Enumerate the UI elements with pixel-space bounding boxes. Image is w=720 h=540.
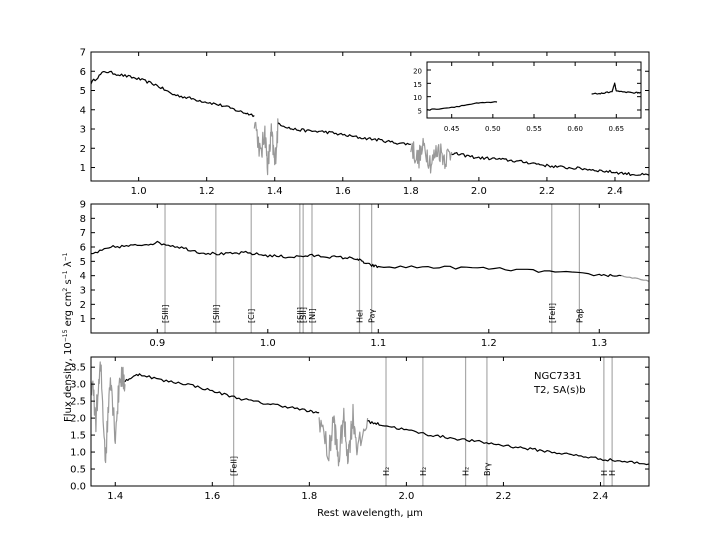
x-tick-label: 1.2 [481, 338, 497, 349]
y-tick-label: 0.0 [70, 482, 86, 493]
y-tick-label: 8 [80, 214, 86, 225]
spectrum-series-2 [318, 403, 369, 467]
x-tick-label: 1.6 [335, 186, 351, 197]
y-tick-label: 20 [413, 68, 422, 76]
x-tick-label: 0.45 [444, 125, 460, 133]
x-tick-label: 2.4 [607, 186, 623, 197]
top-axes-frame [90, 51, 650, 182]
spectral-line-label: H [608, 470, 617, 476]
spectrum-series-0 [90, 70, 255, 118]
x-tick-label: 1.4 [267, 186, 283, 197]
middle-axes-frame [90, 203, 650, 334]
spectrum-series-1 [253, 118, 279, 176]
x-tick-label: 1.4 [107, 491, 123, 502]
x-tick-label: 1.3 [591, 338, 607, 349]
x-tick-label: 2.4 [593, 491, 609, 502]
y-tick-label: 3.0 [70, 380, 86, 391]
y-tick-label: 3 [80, 125, 86, 136]
galaxy-type: T2, SA(s)b [533, 385, 586, 396]
y-tick-label: 3.5 [70, 363, 86, 374]
y-tick-label: 2.5 [70, 397, 86, 408]
x-tick-label: 0.65 [609, 125, 625, 133]
x-axis-label: Rest wavelength, μm [317, 508, 423, 519]
y-tick-label: 1 [80, 163, 86, 174]
spectral-line-label: Paγ [368, 309, 377, 323]
x-tick-label: 0.50 [485, 125, 501, 133]
spectrum-series-0 [90, 361, 126, 464]
spectrum-series-2 [277, 122, 411, 146]
spectrum-series-3 [367, 420, 650, 466]
y-tick-label: 15 [413, 81, 422, 89]
spectral-line-label: Brγ [483, 462, 492, 476]
spectral-line-label: H₂ [382, 467, 391, 476]
x-tick-label: 1.8 [403, 186, 419, 197]
x-tick-label: 1.6 [204, 491, 220, 502]
spectral-line-label: [SII] [296, 307, 305, 323]
spectral-line-label: [CI] [247, 309, 256, 323]
spectrum-series-0 [90, 240, 622, 278]
x-tick-label: 1.2 [199, 186, 215, 197]
y-tick-label: 2 [80, 300, 86, 311]
spectral-line-label: H₂ [419, 467, 428, 476]
x-tick-label: 2.2 [539, 186, 555, 197]
x-tick-label: 0.55 [526, 125, 542, 133]
y-tick-label: 10 [413, 94, 422, 102]
y-tick-label: 0.5 [70, 465, 86, 476]
x-tick-label: 1.1 [370, 338, 386, 349]
panel-top: 1.0 1.2 1.4 1.6 1.8 2.0 2.2 2.4 1 2 3 4 5 6 7 0.45 0.50… [80, 48, 650, 197]
inset-panel: 0.45 0.50 0.55 0.60 0.65 5 10 15 20 [413, 61, 642, 133]
y-tick-label: 4 [80, 105, 86, 116]
x-tick-label: 2.2 [495, 491, 511, 502]
spectrum-series-1 [124, 373, 320, 414]
y-axis-label: Flux density, 10−15 erg cm2 s−1 λ−1 [62, 252, 74, 422]
spectral-line-label: [FeII] [230, 456, 239, 476]
y-tick-label: 9 [80, 200, 86, 211]
x-tick-label: 2.0 [398, 491, 414, 502]
spectral-line-label: [NI] [308, 308, 317, 323]
spectral-line-label: H [600, 470, 609, 476]
x-tick-label: 0.9 [149, 338, 165, 349]
spectral-line-label: [SIII] [212, 305, 221, 323]
y-tick-label: 4 [80, 271, 86, 282]
y-tick-label: 5 [80, 257, 86, 268]
y-tick-label: 7 [80, 228, 86, 239]
x-tick-label: 2.0 [471, 186, 487, 197]
spectrum-series-4 [451, 152, 650, 176]
panel-bottom: [FeII] H₂ H₂ H₂ Brγ H H 1.4 1.6 1.8 2.0 2.2 2.4 0.0 0… [70, 356, 650, 502]
y-tick-label: 7 [80, 48, 86, 59]
spectral-line-label: [SII] [299, 307, 308, 323]
x-tick-label: 1.8 [301, 491, 317, 502]
spectrum-series-1 [591, 82, 642, 95]
galaxy-name: NGC7331 [534, 371, 582, 382]
x-tick-label: 1.0 [260, 338, 276, 349]
spectrum-series-1 [621, 274, 650, 282]
spectral-line-label: Paβ [575, 309, 584, 323]
spectrum-series-0 [426, 101, 498, 111]
y-tick-label: 6 [80, 67, 86, 78]
spectrum-series-3 [410, 137, 453, 174]
y-tick-label: 1.0 [70, 448, 86, 459]
spectral-line-label: HeI [356, 310, 365, 323]
y-tick-label: 3 [80, 286, 86, 297]
y-tick-label: 1 [80, 314, 86, 325]
panel-middle: [SIII] [SIII] [CI] [SII][SII] [NI] HeI Paγ [FeI… [80, 200, 650, 349]
y-tick-label: 2.0 [70, 414, 86, 425]
x-tick-label: 0.60 [567, 125, 583, 133]
y-tick-label: 5 [80, 86, 86, 97]
spectral-line-label: [FeII] [548, 303, 557, 323]
spectral-line-label: H₂ [462, 467, 471, 476]
x-tick-label: 1.0 [131, 186, 147, 197]
bottom-axes-frame [90, 356, 650, 487]
y-tick-label: 6 [80, 243, 86, 254]
y-tick-label: 5 [418, 108, 422, 116]
spectral-line-label: [SIII] [161, 305, 170, 323]
y-tick-label: 1.5 [70, 431, 86, 442]
y-tick-label: 2 [80, 144, 86, 155]
